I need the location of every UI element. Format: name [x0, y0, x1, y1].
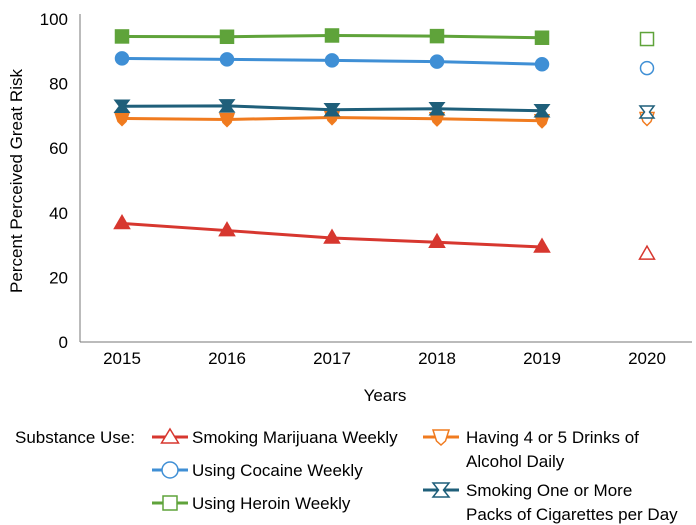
data-point	[428, 102, 446, 116]
data-point	[114, 51, 130, 66]
data-point	[219, 29, 235, 45]
series-square	[114, 28, 655, 47]
data-point	[533, 237, 551, 253]
data-point-2020	[638, 105, 656, 119]
x-tick-label: 2018	[418, 349, 456, 368]
legend-item-marijuana: Smoking Marijuana Weekly	[152, 427, 398, 447]
legend-marker-cocaine	[161, 461, 179, 479]
legend-label-heroin: Using Heroin Weekly	[192, 494, 351, 513]
data-point	[113, 111, 131, 127]
legend-marker-alcohol	[431, 429, 451, 447]
legend-item-heroin: Using Heroin Weekly	[152, 494, 351, 513]
x-tick-label: 2017	[313, 349, 351, 368]
legend-title: Substance Use:	[15, 428, 135, 447]
data-point-2020	[639, 60, 655, 76]
legend-marker-cigarettes	[431, 482, 451, 498]
series-pentagon	[113, 110, 656, 129]
y-tick-label: 20	[49, 268, 68, 287]
data-point	[218, 221, 236, 237]
data-point	[114, 29, 130, 44]
data-point	[113, 99, 131, 113]
series-circle	[114, 51, 655, 76]
data-point	[429, 54, 445, 69]
data-point	[219, 52, 235, 67]
data-point	[323, 103, 341, 117]
data-point	[324, 28, 340, 43]
x-tick-label: 2016	[208, 349, 246, 368]
data-point	[429, 28, 445, 44]
legend-label-cigarettes-line1: Smoking One or More	[466, 481, 632, 500]
y-tick-label: 100	[40, 10, 68, 29]
legend-marker-heroin	[162, 495, 178, 511]
legend-item-cigarettes: Smoking One or More Packs of Cigarettes …	[423, 481, 678, 524]
tick-labels: 0 20 40 60 80 100 2015 2016 2017 2018 2019 2020	[40, 10, 666, 368]
x-tick-label: 2020	[628, 349, 666, 368]
y-tick-label: 0	[59, 333, 68, 352]
y-axis-title: Percent Perceived Great Risk	[7, 69, 26, 293]
x-axis-title: Years	[364, 386, 407, 405]
legend: Substance Use: Smoking Marijuana Weekly …	[15, 427, 678, 524]
x-tick-label: 2015	[103, 349, 141, 368]
legend-item-alcohol: Having 4 or 5 Drinks of Alcohol Daily	[423, 428, 639, 471]
y-tick-label: 80	[49, 75, 68, 94]
data-point	[218, 112, 236, 128]
legend-label-marijuana: Smoking Marijuana Weekly	[192, 428, 398, 447]
legend-label-alcohol-line2: Alcohol Daily	[466, 452, 565, 471]
data-point	[218, 99, 236, 113]
legend-label-cigarettes-line2: Packs of Cigarettes per Day	[466, 505, 678, 524]
legend-label-alcohol-line1: Having 4 or 5 Drinks of	[466, 428, 639, 447]
legend-label-cocaine: Using Cocaine Weekly	[192, 461, 363, 480]
legend-item-cocaine: Using Cocaine Weekly	[152, 461, 363, 480]
series-triangle	[113, 213, 656, 260]
data-point	[533, 103, 551, 118]
x-tick-label: 2019	[523, 349, 561, 368]
data-point	[534, 30, 550, 45]
y-tick-label: 40	[49, 204, 68, 223]
data-point	[428, 232, 446, 248]
data-point-2020	[639, 31, 655, 47]
data-point-2020	[638, 244, 656, 260]
data-point	[324, 53, 340, 68]
y-tick-label: 60	[49, 139, 68, 158]
data-point	[113, 213, 131, 230]
data-point	[323, 228, 341, 244]
series-layer	[113, 28, 656, 260]
legend-marker-marijuana	[160, 427, 180, 444]
data-point	[534, 56, 550, 72]
series-hourglass	[113, 99, 656, 119]
